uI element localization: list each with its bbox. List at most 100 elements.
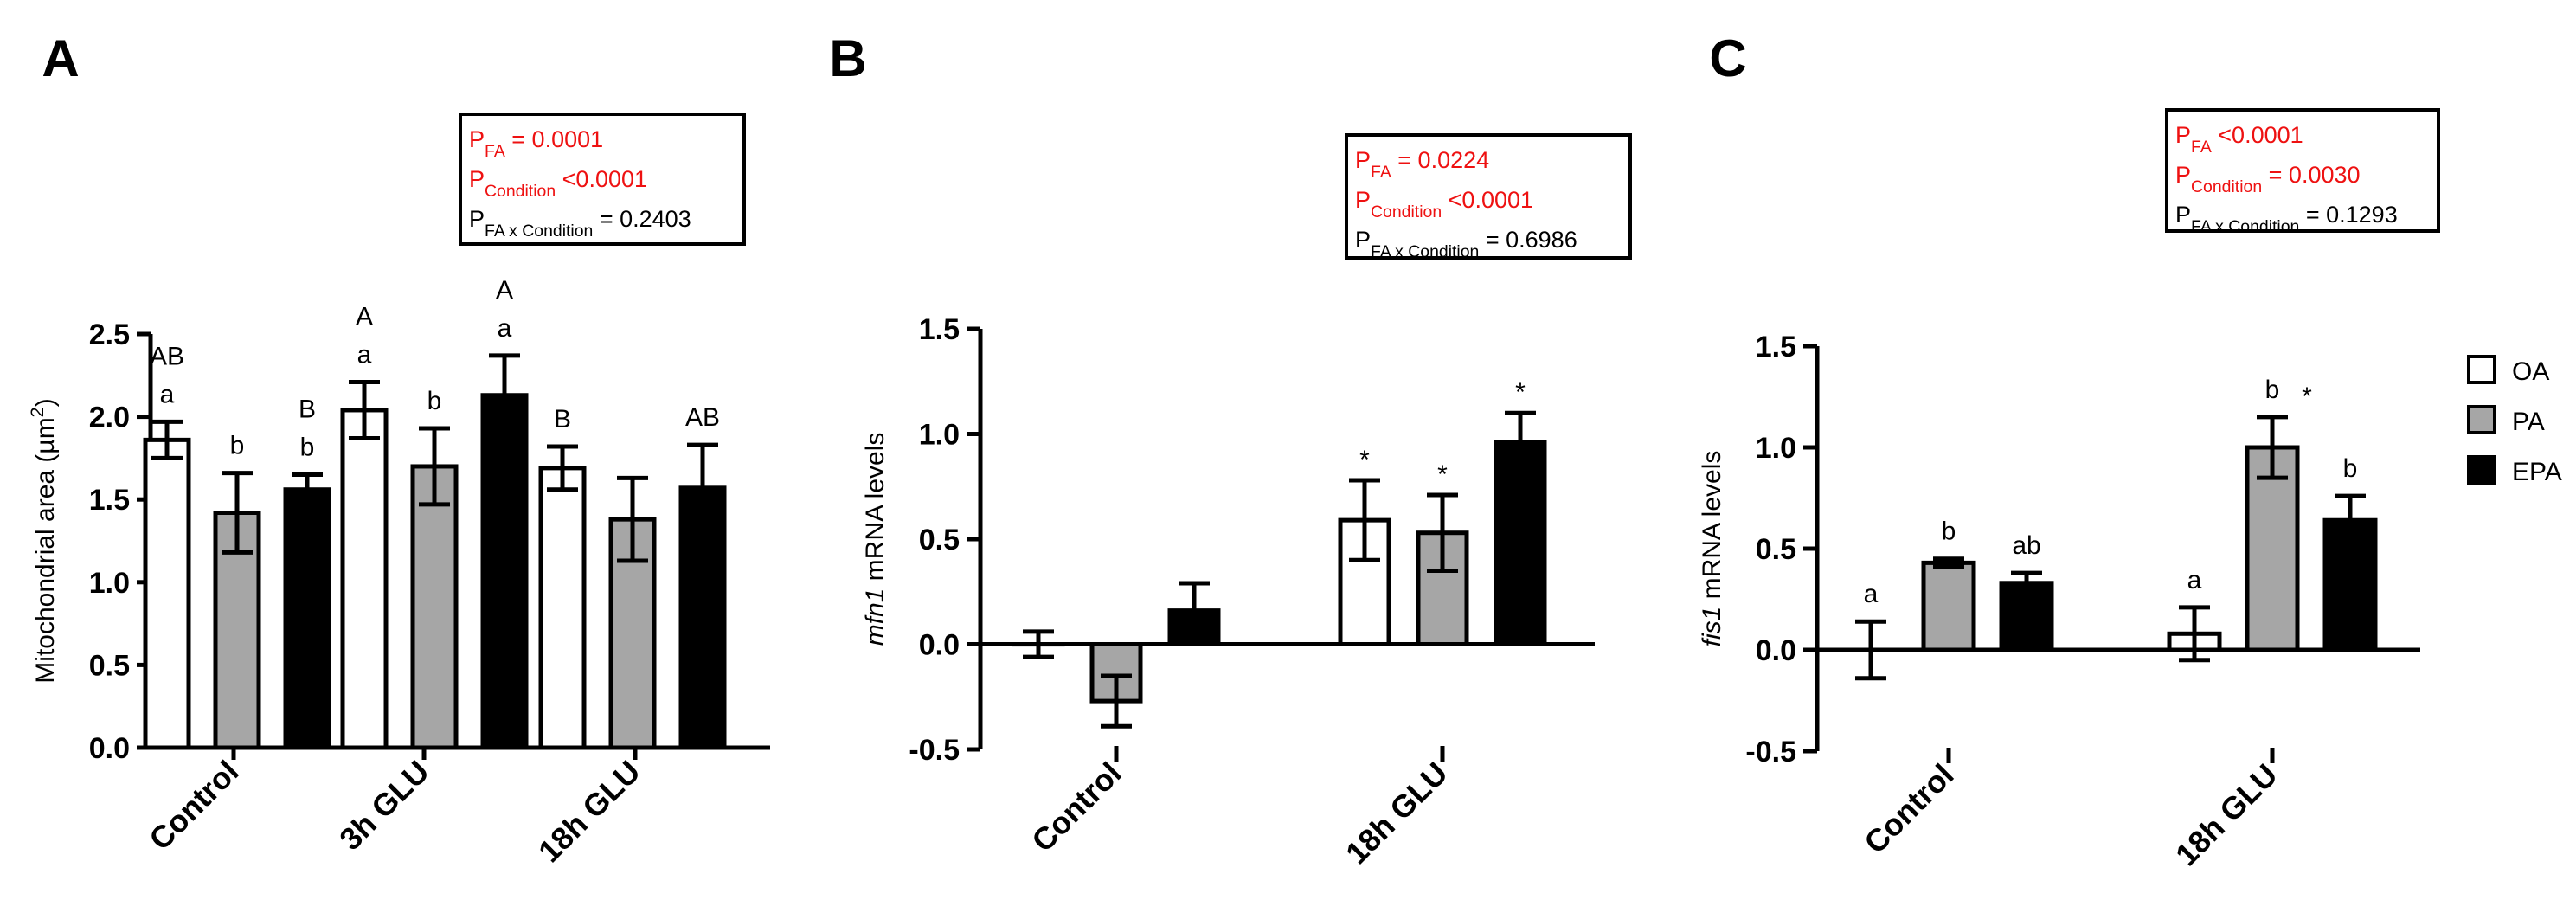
significance-letter: a [160, 380, 175, 408]
bar-pa [2245, 445, 2300, 652]
stats-line: PFA x Condition = 0.2403 [469, 206, 691, 241]
category-label: Control [142, 754, 245, 857]
text-part: = 0.0030 [2262, 162, 2360, 188]
text-part: P [469, 126, 485, 152]
y-tick-label: 0.0 [1756, 634, 1796, 667]
text-part: P [2175, 122, 2191, 148]
text-part: <0.0001 [2212, 122, 2303, 148]
text-part: P [1355, 187, 1371, 213]
stats-line: PFA <0.0001 [2175, 122, 2303, 157]
bar-epa [480, 393, 529, 750]
text-part: Condition [485, 182, 556, 201]
significance-star: * [2302, 382, 2312, 411]
text-part: = 0.0224 [1391, 147, 1489, 173]
legend-swatch [2467, 455, 2496, 485]
text-part: FA [485, 142, 505, 161]
significance-star: * [1437, 460, 1448, 489]
text-part: <0.0001 [556, 166, 647, 192]
stats-line: PFA = 0.0224 [1355, 147, 1489, 182]
y-axis-label: mfn1 mRNA levels [861, 433, 890, 646]
significance-star: * [1359, 446, 1370, 474]
stats-line: PCondition = 0.0030 [2175, 162, 2361, 196]
panel-a: A 0.0 0.5 1.0 1.5 2.0 2.5 Control 3h GLU 18h GLU a… [42, 29, 770, 869]
category-label: Control [1857, 757, 1960, 860]
significance-letter: b [2265, 376, 2280, 404]
bar-pa [1921, 560, 1976, 652]
y-tick-label: 2.5 [89, 318, 130, 351]
significance-star: * [1515, 378, 1526, 407]
significance-letter: a [357, 340, 372, 369]
text-part: P [2175, 202, 2191, 228]
text-part: Condition [1371, 202, 1442, 222]
bar-oa [143, 437, 191, 750]
legend-swatch [2467, 405, 2496, 434]
significance-letter: B [554, 405, 571, 434]
text-part: P [469, 206, 485, 232]
y-tick-label: -0.5 [1745, 736, 1796, 768]
bar-pa [410, 464, 459, 750]
significance-letter: AB [685, 403, 720, 432]
category-label: 18h GLU [2168, 757, 2284, 873]
panel-letter: B [829, 29, 866, 87]
y-axis-label: fis1 mRNA levels [1698, 451, 1726, 647]
significance-letter: b [1942, 518, 1956, 546]
significance-letter: A [496, 276, 513, 305]
y-tick-label: 1.5 [919, 313, 960, 346]
significance-letter: B [299, 395, 316, 424]
y-axis-label: Mitochondrial area (µm2) [26, 398, 61, 683]
text-part: = 0.1293 [2299, 202, 2397, 228]
text-part: = 0.2403 [593, 206, 691, 232]
bar-epa [283, 487, 331, 750]
category-label: Control [1025, 755, 1127, 858]
significance-letter: ab [2012, 531, 2040, 560]
legend-swatch [2467, 355, 2496, 384]
significance-letter: b [230, 432, 245, 460]
stats-line: PFA = 0.0001 [469, 126, 603, 161]
text-part: FA x Condition [485, 222, 593, 241]
significance-letter: A [356, 302, 373, 331]
y-tick-label: 1.0 [919, 419, 960, 452]
stats-line: PCondition <0.0001 [469, 166, 647, 201]
panel-b: B -0.5 0.0 0.5 1.0 1.5 Control 18h GLU * * * [829, 29, 1632, 871]
stats-line: PFA x Condition = 0.1293 [2175, 202, 2398, 236]
legend-label: PA [2512, 408, 2545, 436]
text-part: ) [31, 398, 60, 407]
y-tick-label: 0.0 [919, 629, 960, 662]
y-tick-label: 0.0 [89, 732, 130, 765]
y-tick-label: 0.5 [1756, 533, 1796, 566]
y-tick-label: -0.5 [909, 734, 960, 767]
stats-line: PFA x Condition = 0.6986 [1355, 227, 1577, 261]
y-tick-label: 2.0 [89, 402, 130, 434]
text-part: = 0.6986 [1479, 227, 1577, 253]
significance-letter: b [427, 387, 442, 415]
y-tick-label: 0.5 [89, 649, 130, 682]
legend-label: EPA [2512, 458, 2562, 486]
text-part: 2 [26, 407, 48, 417]
y-tick-label: 1.0 [89, 567, 130, 600]
significance-letter: AB [150, 342, 184, 370]
bar-oa [538, 466, 587, 750]
y-tick-label: 1.5 [1756, 331, 1796, 363]
legend: OA PA EPA [2467, 355, 2562, 486]
text-part: Mitochondrial area ( [31, 454, 60, 684]
text-part: FA x Condition [2191, 217, 2299, 236]
panel-letter: A [42, 29, 79, 87]
panel-letter: C [1709, 29, 1746, 87]
text-part: P [2175, 162, 2191, 188]
significance-letter: a [2187, 566, 2202, 595]
category-label: 3h GLU [332, 754, 436, 858]
significance-letter: b [2343, 454, 2358, 483]
text-part: FA [2191, 138, 2212, 157]
text-part: mfn1 [861, 588, 890, 646]
text-part: P [1355, 227, 1371, 253]
stats-box [459, 112, 746, 246]
bar-pa [1089, 642, 1143, 704]
y-tick-label: 1.0 [1756, 432, 1796, 465]
text-part: mRNA levels [1698, 451, 1726, 607]
text-part: FA x Condition [1371, 242, 1479, 261]
text-part: µm [31, 417, 60, 453]
text-part: P [1355, 147, 1371, 173]
legend-label: OA [2512, 357, 2549, 386]
